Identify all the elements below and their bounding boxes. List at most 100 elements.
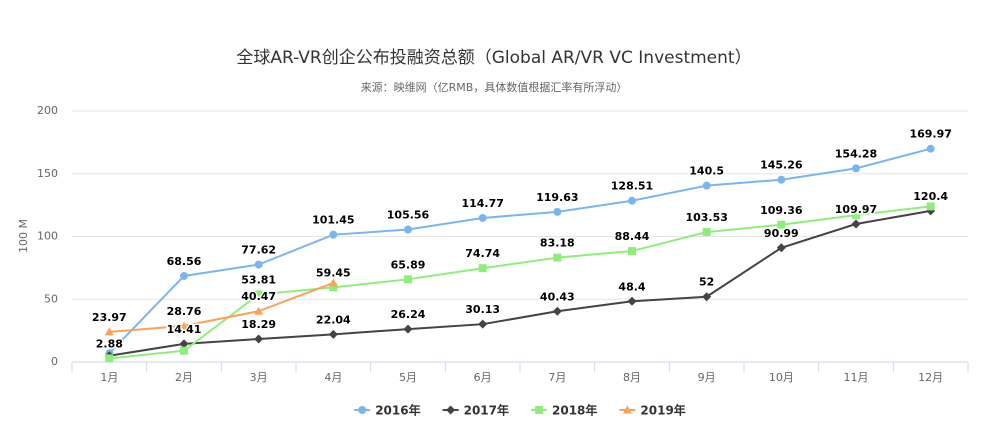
- y-tick-label: 200: [37, 104, 58, 117]
- marker: [329, 230, 338, 239]
- marker: [328, 329, 338, 339]
- marker: [404, 225, 412, 234]
- legend-label: 2019年: [640, 403, 685, 418]
- marker: [851, 219, 861, 229]
- data-label: 28.76: [167, 305, 202, 318]
- marker: [446, 405, 456, 415]
- series-line: [109, 205, 931, 360]
- marker: [328, 278, 338, 287]
- legend-item: 2018年: [531, 403, 597, 418]
- marker: [403, 324, 413, 334]
- marker: [254, 260, 263, 269]
- marker: [179, 321, 189, 330]
- data-label: 114.77: [461, 197, 503, 210]
- data-label: 65.89: [391, 258, 426, 271]
- x-tick-label: 1月: [100, 371, 118, 384]
- legend-item: 2016年: [354, 403, 421, 418]
- x-tick-label: 2月: [175, 371, 193, 384]
- data-label: 109.97: [835, 203, 877, 216]
- marker: [553, 253, 562, 262]
- x-tick-label: 10月: [769, 371, 794, 384]
- data-label: 154.28: [835, 147, 877, 160]
- data-label: 40.43: [540, 290, 575, 303]
- data-label: 88.44: [615, 230, 650, 243]
- chart-subtitle: 来源：映维网（亿RMB，具体数值根据汇率有所浮动）: [361, 80, 628, 94]
- x-tick-label: 4月: [324, 371, 342, 384]
- marker: [254, 290, 263, 299]
- marker: [478, 264, 487, 273]
- y-axis-title: 100 M: [17, 219, 30, 253]
- marker: [702, 292, 712, 302]
- marker: [926, 144, 935, 153]
- marker: [552, 306, 562, 316]
- x-tick-label: 12月: [918, 371, 943, 384]
- series-line: [109, 209, 931, 357]
- data-label: 59.45: [316, 266, 351, 279]
- data-label: 109.36: [760, 204, 803, 217]
- data-label: 120.4: [913, 190, 948, 203]
- marker: [104, 327, 114, 336]
- data-label: 169.97: [909, 128, 951, 141]
- marker: [702, 228, 711, 237]
- marker: [329, 283, 338, 292]
- y-tick-label: 50: [44, 292, 58, 305]
- legend-label: 2016年: [375, 403, 420, 418]
- marker: [627, 296, 637, 306]
- legend-item: 2019年: [619, 403, 686, 418]
- legend-item: 2017年: [442, 403, 509, 418]
- marker: [179, 339, 189, 349]
- marker: [254, 306, 264, 315]
- marker: [702, 181, 711, 190]
- x-tick-label: 9月: [698, 371, 716, 384]
- marker: [180, 271, 188, 280]
- data-label: 53.81: [241, 273, 276, 286]
- data-label: 74.74: [465, 247, 500, 260]
- x-tick-label: 5月: [399, 371, 417, 384]
- marker: [926, 202, 935, 211]
- y-tick-label: 0: [51, 355, 58, 368]
- data-label: 30.13: [465, 303, 500, 316]
- series-line: [108, 147, 931, 354]
- marker: [105, 354, 114, 363]
- x-tick-label: 11月: [844, 371, 869, 384]
- data-label: 2.88: [96, 337, 123, 350]
- data-label: 52: [699, 276, 714, 289]
- marker: [478, 213, 487, 222]
- y-tick-label: 150: [37, 167, 58, 180]
- data-label: 14.41: [167, 323, 202, 336]
- marker: [254, 334, 264, 344]
- data-label: 23.97: [92, 311, 127, 324]
- marker: [180, 346, 188, 355]
- marker: [852, 164, 860, 173]
- legend-label: 2017年: [464, 403, 509, 418]
- data-label: 145.26: [760, 159, 803, 172]
- data-label: 90.99: [764, 227, 799, 240]
- marker: [622, 405, 632, 414]
- data-label: 40.47: [241, 290, 276, 303]
- marker: [777, 220, 786, 229]
- data-label: 119.63: [536, 191, 578, 204]
- data-label: 26.24: [391, 308, 426, 321]
- marker: [628, 247, 636, 256]
- x-tick-label: 8月: [623, 371, 641, 384]
- chart-title: 全球AR-VR创企公布投融资总额（Global AR/VR VC Investm…: [236, 48, 751, 68]
- marker: [852, 211, 860, 220]
- marker: [777, 175, 786, 184]
- marker: [776, 243, 786, 253]
- data-label: 105.56: [387, 209, 430, 222]
- y-tick-label: 100: [37, 230, 58, 243]
- marker: [478, 319, 488, 329]
- x-tick-label: 3月: [250, 371, 268, 384]
- legend: 2016年 2017年 2018年 2019年: [354, 403, 686, 418]
- data-label: 101.45: [312, 214, 354, 227]
- marker: [628, 196, 636, 205]
- marker: [404, 275, 412, 284]
- marker: [553, 207, 562, 216]
- data-label: 68.56: [167, 255, 202, 268]
- data-label: 18.29: [241, 318, 276, 331]
- x-tick-label: 7月: [548, 371, 566, 384]
- data-label: 83.18: [540, 237, 575, 250]
- data-label: 128.51: [611, 180, 653, 193]
- data-label: 77.62: [241, 244, 276, 257]
